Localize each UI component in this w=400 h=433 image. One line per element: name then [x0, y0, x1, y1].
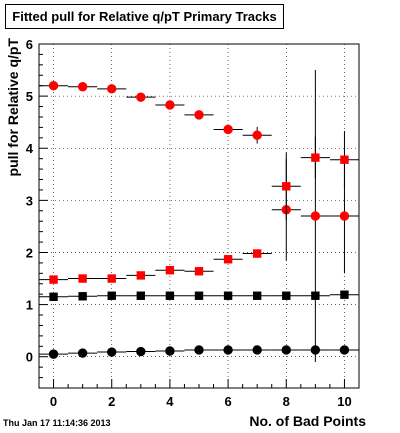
x-tick-label: 10 — [337, 394, 351, 409]
data-point — [252, 130, 262, 140]
data-point — [107, 291, 116, 300]
data-point — [223, 345, 233, 355]
y-tick-label: 6 — [26, 37, 33, 52]
series-2 — [39, 290, 359, 301]
series-3 — [39, 345, 359, 359]
x-tick-label: 4 — [166, 394, 174, 409]
data-point — [311, 153, 320, 162]
y-axis-label: pull for Relative q/pT — [5, 38, 21, 177]
data-point — [310, 211, 321, 221]
y-tick-label: 3 — [26, 193, 33, 208]
data-point — [107, 347, 117, 357]
data-point — [136, 346, 146, 357]
x-tick-label: 8 — [283, 394, 290, 409]
x-tick-label: 2 — [108, 394, 115, 409]
data-point — [340, 290, 349, 299]
data-point — [49, 292, 58, 301]
data-point — [339, 345, 350, 355]
data-layer — [39, 70, 359, 362]
y-tick-label: 1 — [26, 298, 33, 313]
data-point — [281, 345, 291, 355]
data-point — [165, 266, 175, 275]
data-point — [165, 291, 175, 300]
x-tick-label: 0 — [50, 394, 57, 409]
data-point — [78, 292, 87, 301]
data-point — [223, 255, 233, 264]
data-point — [282, 182, 291, 191]
y-tick-label: 2 — [26, 245, 33, 260]
data-point — [252, 249, 262, 258]
axes: 0 2 4 6 8 10 0 1 2 3 4 5 6 — [26, 37, 360, 409]
data-point — [136, 92, 146, 102]
data-point — [223, 291, 233, 300]
y-tick-label: 5 — [26, 89, 33, 104]
chart-title: Fitted pull for Relative q/pT Primary Tr… — [12, 9, 277, 24]
data-point — [107, 84, 117, 94]
data-point — [136, 291, 146, 300]
data-point — [282, 291, 291, 300]
data-point — [165, 100, 175, 110]
y-tick-label: 0 — [26, 350, 33, 365]
data-point — [194, 110, 204, 120]
data-point — [165, 346, 175, 356]
data-point — [194, 291, 204, 300]
y-tick-label: 4 — [26, 141, 34, 156]
series-1 — [39, 131, 359, 284]
x-tick-label: 6 — [224, 394, 231, 409]
data-point — [107, 274, 116, 283]
title-box: Fitted pull for Relative q/pT Primary Tr… — [5, 4, 284, 29]
data-point — [252, 291, 262, 300]
data-point — [194, 267, 204, 276]
x-axis-label: No. of Bad Points — [249, 413, 366, 429]
data-point — [78, 274, 87, 283]
data-point — [48, 349, 59, 359]
data-point — [136, 271, 146, 280]
timestamp: Thu Jan 17 11:14:36 2013 — [3, 418, 111, 428]
data-point — [49, 275, 58, 284]
data-point — [77, 82, 88, 92]
data-point — [223, 124, 233, 135]
data-point — [310, 345, 321, 355]
data-point — [340, 155, 349, 164]
data-point — [252, 345, 262, 355]
data-point — [77, 348, 88, 358]
data-point — [339, 211, 350, 221]
data-point — [311, 291, 320, 300]
data-point — [194, 345, 204, 355]
data-point — [48, 80, 59, 91]
